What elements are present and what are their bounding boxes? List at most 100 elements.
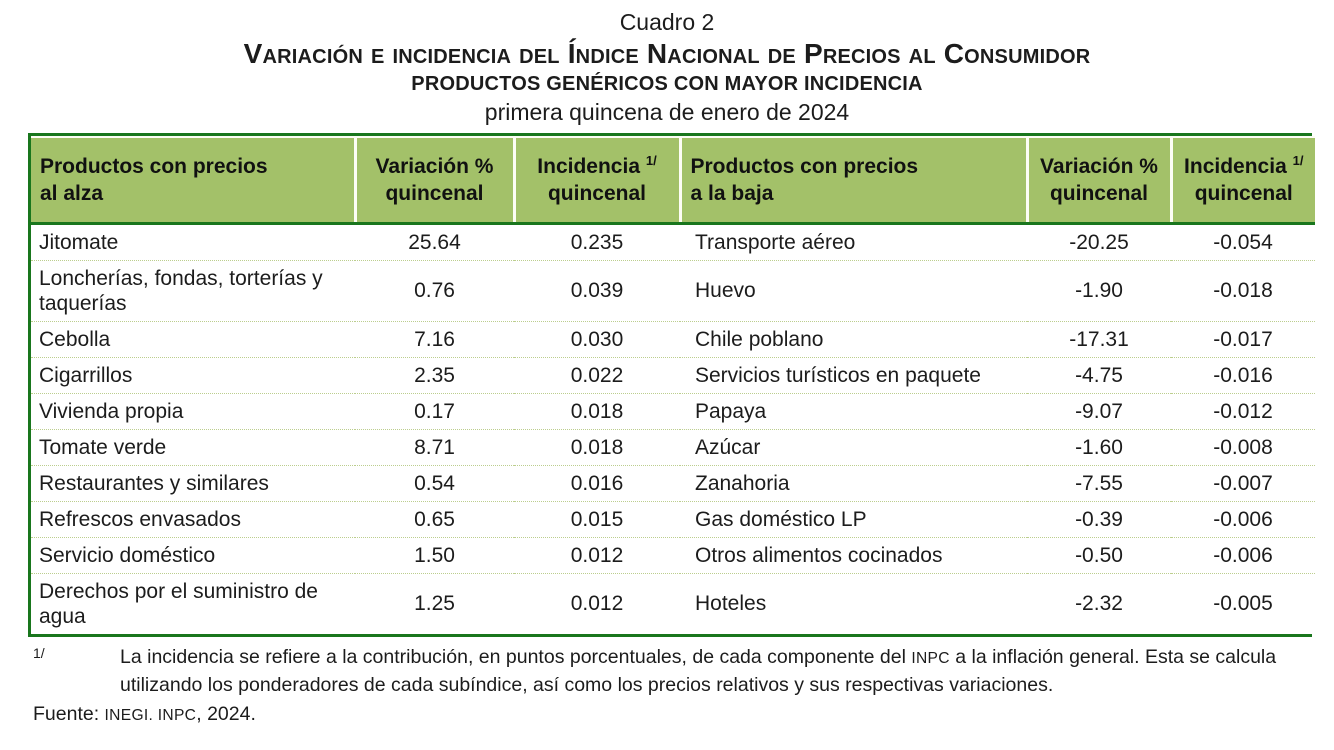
baja-product-cell: Gas doméstico LP — [680, 500, 1027, 537]
incidence-table-frame: Productos con precios al alza Variación … — [28, 133, 1315, 637]
baja-product-cell: Zanahoria — [680, 464, 1027, 501]
baja-incidence-cell: -0.007 — [1171, 464, 1315, 501]
alza-product-cell: Restaurantes y similares — [31, 464, 355, 501]
header-baja-products: Productos con precios a la baja — [678, 136, 1027, 225]
baja-product-cell: Otros alimentos cocinados — [680, 536, 1027, 573]
footnote-ref-sup: 1/ — [645, 152, 657, 168]
header-incidence-line1: Incidencia — [1184, 154, 1287, 178]
baja-product-cell: Azúcar — [680, 428, 1027, 465]
alza-incidence-cell: 0.039 — [514, 259, 680, 321]
baja-incidence-cell: -0.005 — [1171, 572, 1315, 634]
table-row: Cigarrillos 2.35 0.022 Servicios turísticos… — [31, 356, 1315, 393]
header-baja-incidence: Incidencia 1/ quincenal — [1169, 136, 1315, 225]
alza-incidence-cell: 0.018 — [514, 392, 680, 429]
header-alza-incidence: Incidencia 1/ quincenal — [512, 136, 680, 225]
baja-variation-cell: -4.75 — [1027, 356, 1171, 393]
header-baja-line1: Productos con precios — [690, 154, 919, 178]
header-variation-line1: Variación % — [375, 154, 494, 178]
table-number: Cuadro 2 — [619, 9, 715, 35]
subtitle: PRODUCTOS GENÉRICOS CON MAYOR INCIDENCIA — [411, 73, 923, 95]
header-incidence-line1: Incidencia — [537, 154, 640, 178]
alza-incidence-cell: 0.030 — [514, 320, 680, 357]
alza-product-cell: Cebolla — [31, 320, 355, 357]
alza-product-cell: Vivienda propia — [31, 392, 355, 429]
baja-incidence-cell: -0.008 — [1171, 428, 1315, 465]
alza-incidence-cell: 0.012 — [514, 572, 680, 634]
alza-variation-cell: 7.16 — [355, 320, 514, 357]
table-row: Loncherías, fondas, torterías y taquería… — [31, 259, 1315, 321]
footnote-text-before: La incidencia se refiere a la contribuci… — [120, 645, 912, 668]
header-alza-line1: Productos con precios — [40, 154, 268, 178]
header-variation-line1: Variación % — [1040, 154, 1158, 178]
period-title: primera quincena de enero de 2024 — [484, 99, 850, 125]
source-line: Fuente: INEGI. INPC, 2024. — [33, 701, 1316, 729]
alza-product-cell: Cigarrillos — [31, 356, 355, 393]
alza-variation-cell: 0.65 — [355, 500, 514, 537]
baja-product-cell: Papaya — [680, 392, 1027, 429]
main-title: Variación e incidencia del Índice Nacion… — [243, 38, 1091, 69]
alza-variation-cell: 8.71 — [355, 428, 514, 465]
table-row: Derechos por el suministro de agua 1.25 0.… — [31, 572, 1315, 634]
alza-incidence-cell: 0.016 — [514, 464, 680, 501]
source-prefix: Fuente: — [33, 702, 105, 725]
header-alza-line2: al alza — [40, 181, 104, 205]
alza-product-cell: Derechos por el suministro de agua — [31, 572, 355, 634]
baja-variation-cell: -17.31 — [1027, 320, 1171, 357]
baja-incidence-cell: -0.017 — [1171, 320, 1315, 357]
footnote: 1/ La incidencia se refiere a la contrib… — [33, 644, 1316, 699]
table-row: Cebolla 7.16 0.030 Chile poblano -17.31 -0.01… — [31, 320, 1315, 357]
alza-variation-cell: 1.50 — [355, 536, 514, 573]
baja-incidence-cell: -0.006 — [1171, 500, 1315, 537]
baja-variation-cell: -1.90 — [1027, 259, 1171, 321]
alza-incidence-cell: 0.015 — [514, 500, 680, 537]
alza-product-cell: Loncherías, fondas, torterías y taquería… — [31, 259, 355, 321]
header-incidence-line2: quincenal — [1194, 181, 1293, 205]
baja-product-cell: Huevo — [680, 259, 1027, 321]
baja-variation-cell: -7.55 — [1027, 464, 1171, 501]
table-row: Servicio doméstico 1.50 0.012 Otros aliment… — [31, 536, 1315, 573]
footnote-marker: 1/ — [33, 644, 45, 661]
alza-incidence-cell: 0.235 — [514, 223, 680, 260]
source-suffix: , 2024. — [196, 702, 256, 725]
table-header: Productos con precios al alza Variación … — [31, 136, 1315, 225]
baja-product-cell: Chile poblano — [680, 320, 1027, 357]
header-baja-line2: a la baja — [690, 181, 774, 205]
table-row: Vivienda propia 0.17 0.018 Papaya -9.07 -0.01… — [31, 392, 1315, 429]
header-variation-line2: quincenal — [1049, 181, 1149, 205]
baja-product-cell: Transporte aéreo — [680, 223, 1027, 260]
alza-product-cell: Refrescos envasados — [31, 500, 355, 537]
alza-incidence-cell: 0.018 — [514, 428, 680, 465]
baja-variation-cell: -0.39 — [1027, 500, 1171, 537]
header-alza-variation: Variación % quincenal — [353, 136, 514, 225]
table-row: Restaurantes y similares 0.54 0.016 Zanahor… — [31, 464, 1315, 501]
header-incidence-line2: quincenal — [547, 181, 647, 205]
table-body: Jitomate 25.64 0.235 Transporte aéreo -20.25… — [31, 223, 1315, 634]
alza-product-cell: Tomate verde — [31, 428, 355, 465]
alza-product-cell: Servicio doméstico — [31, 536, 355, 573]
baja-variation-cell: -2.32 — [1027, 572, 1171, 634]
footnote-ref-sup: 1/ — [1292, 152, 1304, 168]
source-acronyms: INEGI. INPC — [104, 706, 197, 724]
baja-product-cell: Servicios turísticos en paquete — [680, 356, 1027, 393]
footnote-text-after: a la inflación general. Esta se calcula … — [120, 645, 1277, 696]
baja-variation-cell: -20.25 — [1027, 223, 1171, 260]
header-variation-line2: quincenal — [385, 181, 484, 205]
alza-incidence-cell: 0.012 — [514, 536, 680, 573]
baja-product-cell: Hoteles — [680, 572, 1027, 634]
baja-incidence-cell: -0.012 — [1171, 392, 1315, 429]
baja-variation-cell: -9.07 — [1027, 392, 1171, 429]
header-row: Productos con precios al alza Variación … — [31, 136, 1315, 225]
alza-variation-cell: 25.64 — [355, 223, 514, 260]
alza-variation-cell: 0.54 — [355, 464, 514, 501]
table-row: Tomate verde 8.71 0.018 Azúcar -1.60 -0.008 — [31, 428, 1315, 465]
baja-variation-cell: -0.50 — [1027, 536, 1171, 573]
alza-product-cell: Jitomate — [31, 223, 355, 260]
baja-incidence-cell: -0.006 — [1171, 536, 1315, 573]
alza-variation-cell: 1.25 — [355, 572, 514, 634]
table-row: Refrescos envasados 0.65 0.015 Gas doméstic… — [31, 500, 1315, 537]
baja-variation-cell: -1.60 — [1027, 428, 1171, 465]
baja-incidence-cell: -0.054 — [1171, 223, 1315, 260]
alza-variation-cell: 2.35 — [355, 356, 514, 393]
alza-incidence-cell: 0.022 — [514, 356, 680, 393]
alza-variation-cell: 0.17 — [355, 392, 514, 429]
